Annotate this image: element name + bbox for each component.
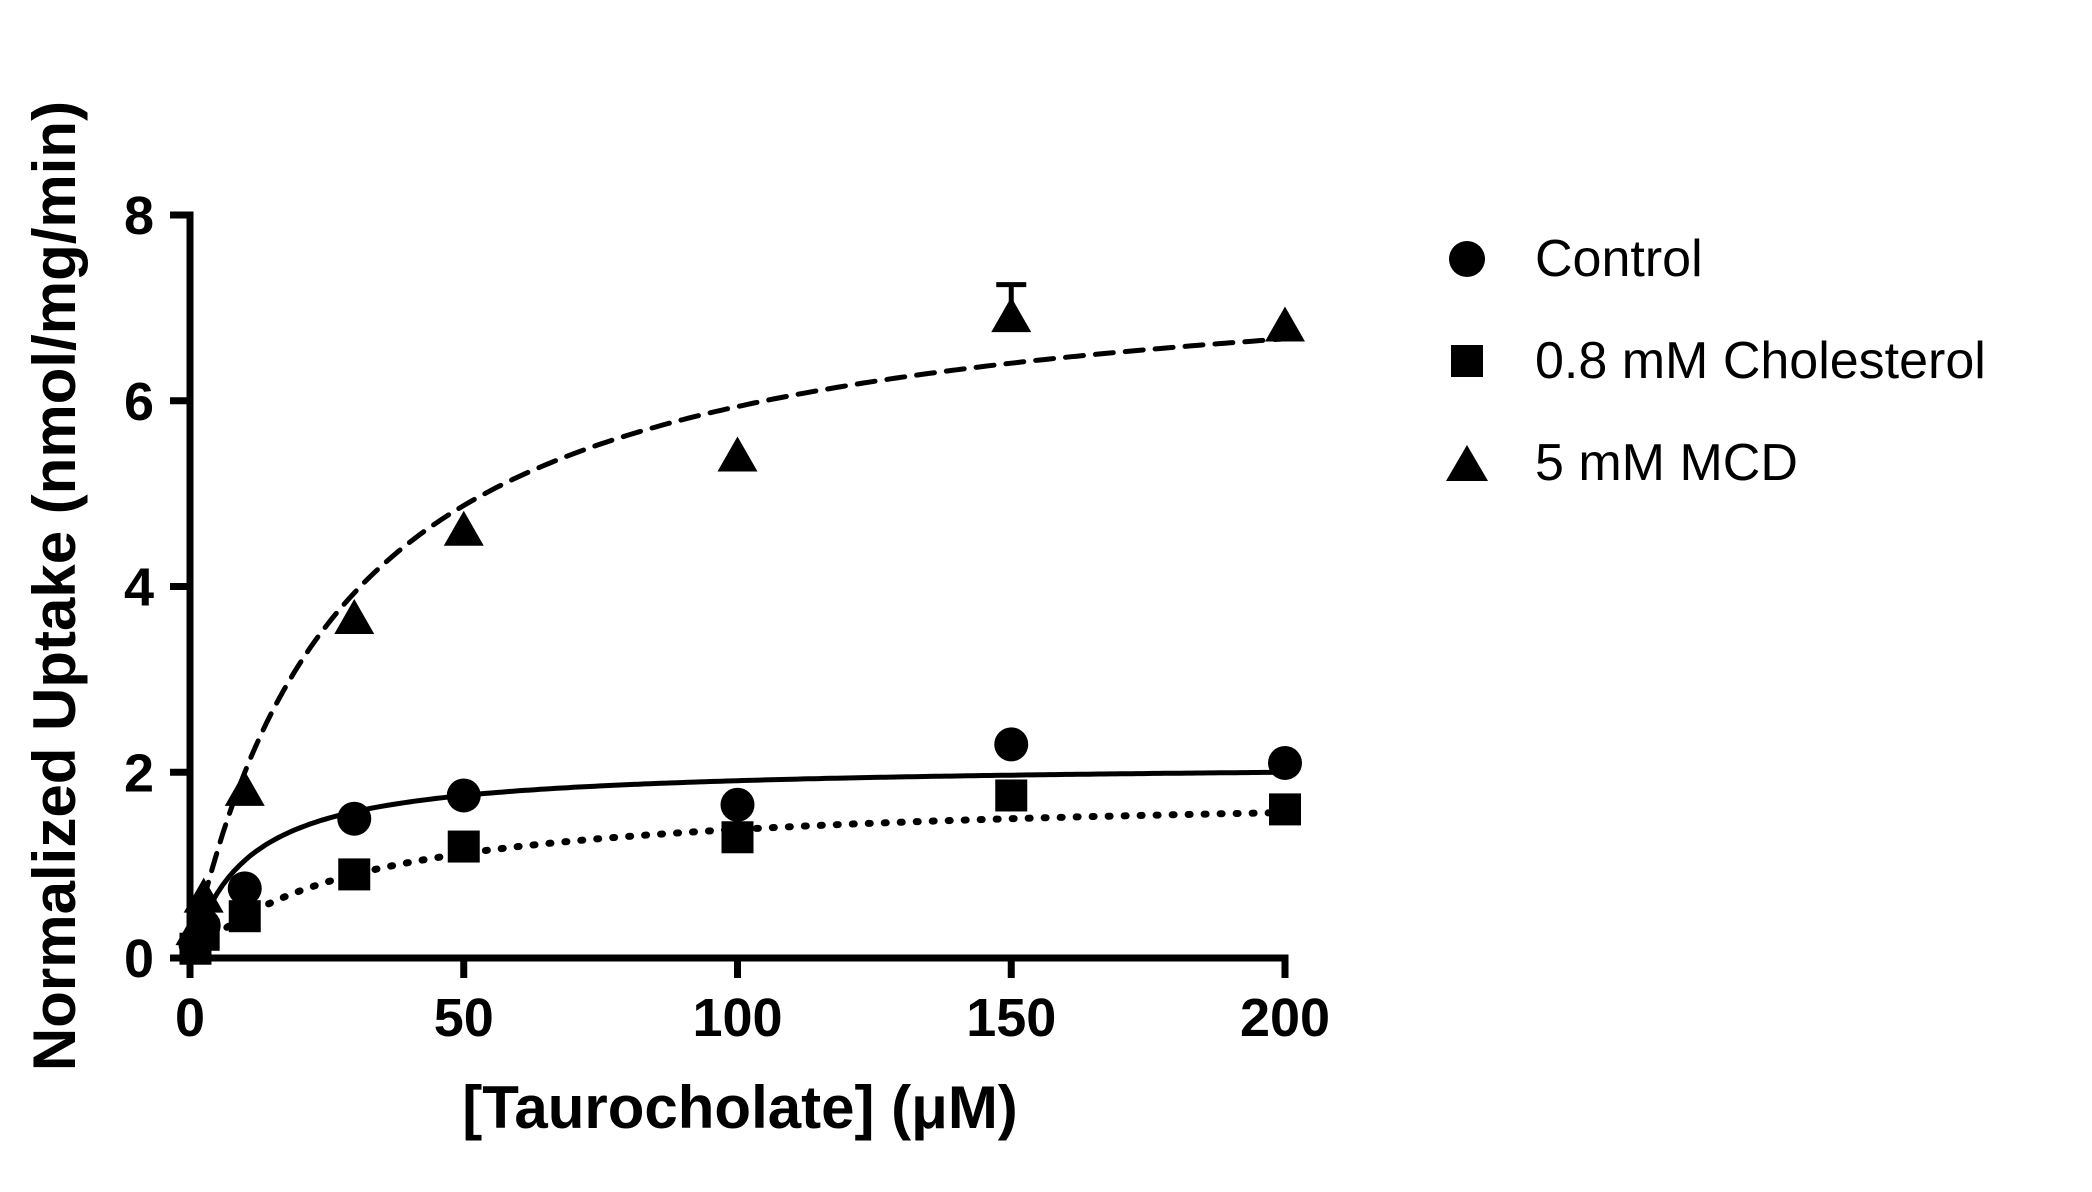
data-point-square xyxy=(447,830,480,863)
y-tick-label: 8 xyxy=(124,186,154,246)
data-point-triangle xyxy=(443,510,484,546)
legend-item-control: Control xyxy=(1445,228,1986,290)
data-point-triangle xyxy=(717,436,758,472)
data-point-circle xyxy=(446,778,481,813)
data-point-triangle xyxy=(183,877,224,913)
data-point-triangle xyxy=(175,910,216,946)
x-tick-label: 0 xyxy=(175,988,205,1048)
legend-label: 5 mM MCD xyxy=(1535,434,1798,492)
x-tick-label: 100 xyxy=(692,988,782,1048)
data-point-circle xyxy=(1268,745,1302,780)
data-point-triangle xyxy=(334,599,375,635)
data-point-circle xyxy=(720,787,755,822)
x-tick-label: 50 xyxy=(434,988,494,1048)
legend-label: Control xyxy=(1535,230,1703,288)
data-point-circle xyxy=(994,727,1029,762)
y-tick-label: 4 xyxy=(124,558,154,618)
fit-curve-dashed xyxy=(187,336,1288,961)
data-point-square xyxy=(721,821,754,854)
data-point-triangle xyxy=(991,297,1032,333)
legend-item-mcd: 5 mM MCD xyxy=(1445,432,1986,494)
legend-item-cholesterol: 0.8 mM Cholesterol xyxy=(1445,330,1986,392)
triangle-marker-icon xyxy=(1445,445,1489,481)
data-point-triangle xyxy=(224,770,265,806)
data-point-circle xyxy=(337,801,372,836)
data-point-square xyxy=(1269,793,1301,826)
legend-label: 0.8 mM Cholesterol xyxy=(1535,332,1986,390)
data-point-square xyxy=(995,779,1028,812)
y-axis-title: Normalized Uptake (nmol/mg/min) xyxy=(21,100,88,1072)
data-point-square xyxy=(338,858,371,891)
data-point-square xyxy=(228,900,261,933)
x-tick-label: 200 xyxy=(1240,988,1330,1048)
data-point-triangle xyxy=(1265,306,1305,342)
y-tick-label: 0 xyxy=(124,929,154,989)
chart-legend: Control 0.8 mM Cholesterol 5 mM MCD xyxy=(1445,228,1986,494)
square-marker-icon xyxy=(1445,345,1489,377)
x-axis-title: [Taurocholate] (μM) xyxy=(462,1074,1018,1141)
y-tick-label: 6 xyxy=(124,372,154,432)
x-tick-label: 150 xyxy=(966,988,1056,1048)
data-point-circle xyxy=(227,871,262,906)
fit-curve-solid xyxy=(187,769,1288,961)
y-tick-label: 2 xyxy=(124,743,154,803)
circle-marker-icon xyxy=(1445,241,1489,277)
